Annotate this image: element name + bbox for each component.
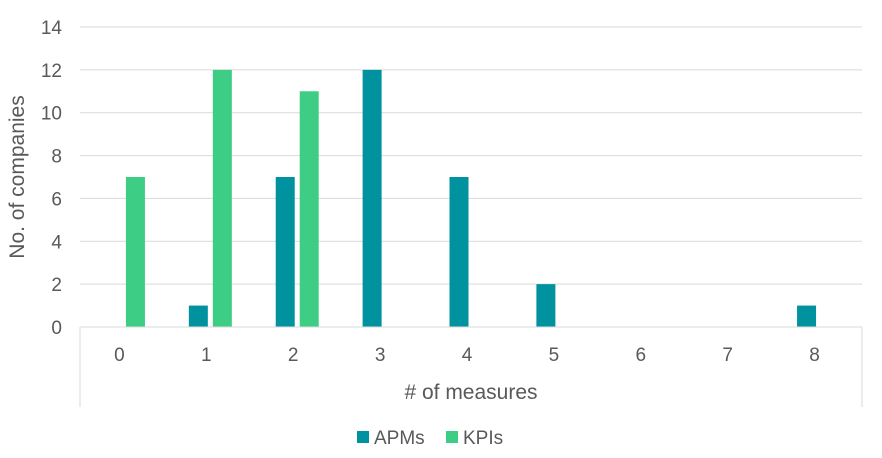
y-tick-labels: 0 2 4 6 8 10 12 14 — [41, 18, 63, 339]
x-tick-label: 3 — [375, 345, 386, 366]
legend-swatch-apms — [357, 431, 369, 443]
x-tick-label: 7 — [722, 345, 733, 366]
y-tick-label: 2 — [51, 275, 62, 296]
bar-kpis-1 — [212, 69, 232, 327]
y-axis-title: No. of companies — [6, 95, 29, 258]
x-tick-labels: 0 1 2 3 4 5 6 7 8 — [114, 345, 820, 366]
x-tick-label: 1 — [201, 345, 212, 366]
bar-apms-8 — [797, 305, 817, 327]
bar-apms-5 — [536, 284, 556, 327]
bars — [125, 69, 817, 328]
x-tick-label: 5 — [549, 345, 560, 366]
y-tick-label: 0 — [51, 318, 62, 339]
y-tick-label: 14 — [41, 18, 63, 39]
x-tick-label: 2 — [288, 345, 299, 366]
x-tick-label: 4 — [462, 345, 473, 366]
bar-kpis-2 — [299, 91, 319, 328]
y-tick-label: 4 — [51, 232, 62, 253]
legend-label-kpis: KPIs — [463, 428, 503, 449]
y-tick-label: 12 — [41, 61, 62, 82]
bar-kpis-0 — [125, 177, 145, 327]
bar-apms-2 — [275, 177, 295, 327]
bar-apms-1 — [188, 305, 208, 327]
legend: APMs KPIs — [357, 428, 503, 449]
x-tick-label: 6 — [635, 345, 646, 366]
gridlines — [80, 26, 862, 285]
axis-lines — [79, 326, 863, 407]
y-tick-label: 10 — [41, 104, 62, 125]
x-tick-label: 0 — [114, 345, 125, 366]
y-tick-label: 8 — [51, 147, 62, 168]
legend-label-apms: APMs — [374, 428, 425, 449]
y-tick-label: 6 — [51, 189, 62, 210]
bar-apms-4 — [449, 177, 469, 327]
x-tick-label: 8 — [809, 345, 820, 366]
bar-apms-3 — [362, 69, 382, 327]
legend-swatch-kpis — [446, 431, 458, 443]
x-axis-title: # of measures — [404, 381, 537, 404]
